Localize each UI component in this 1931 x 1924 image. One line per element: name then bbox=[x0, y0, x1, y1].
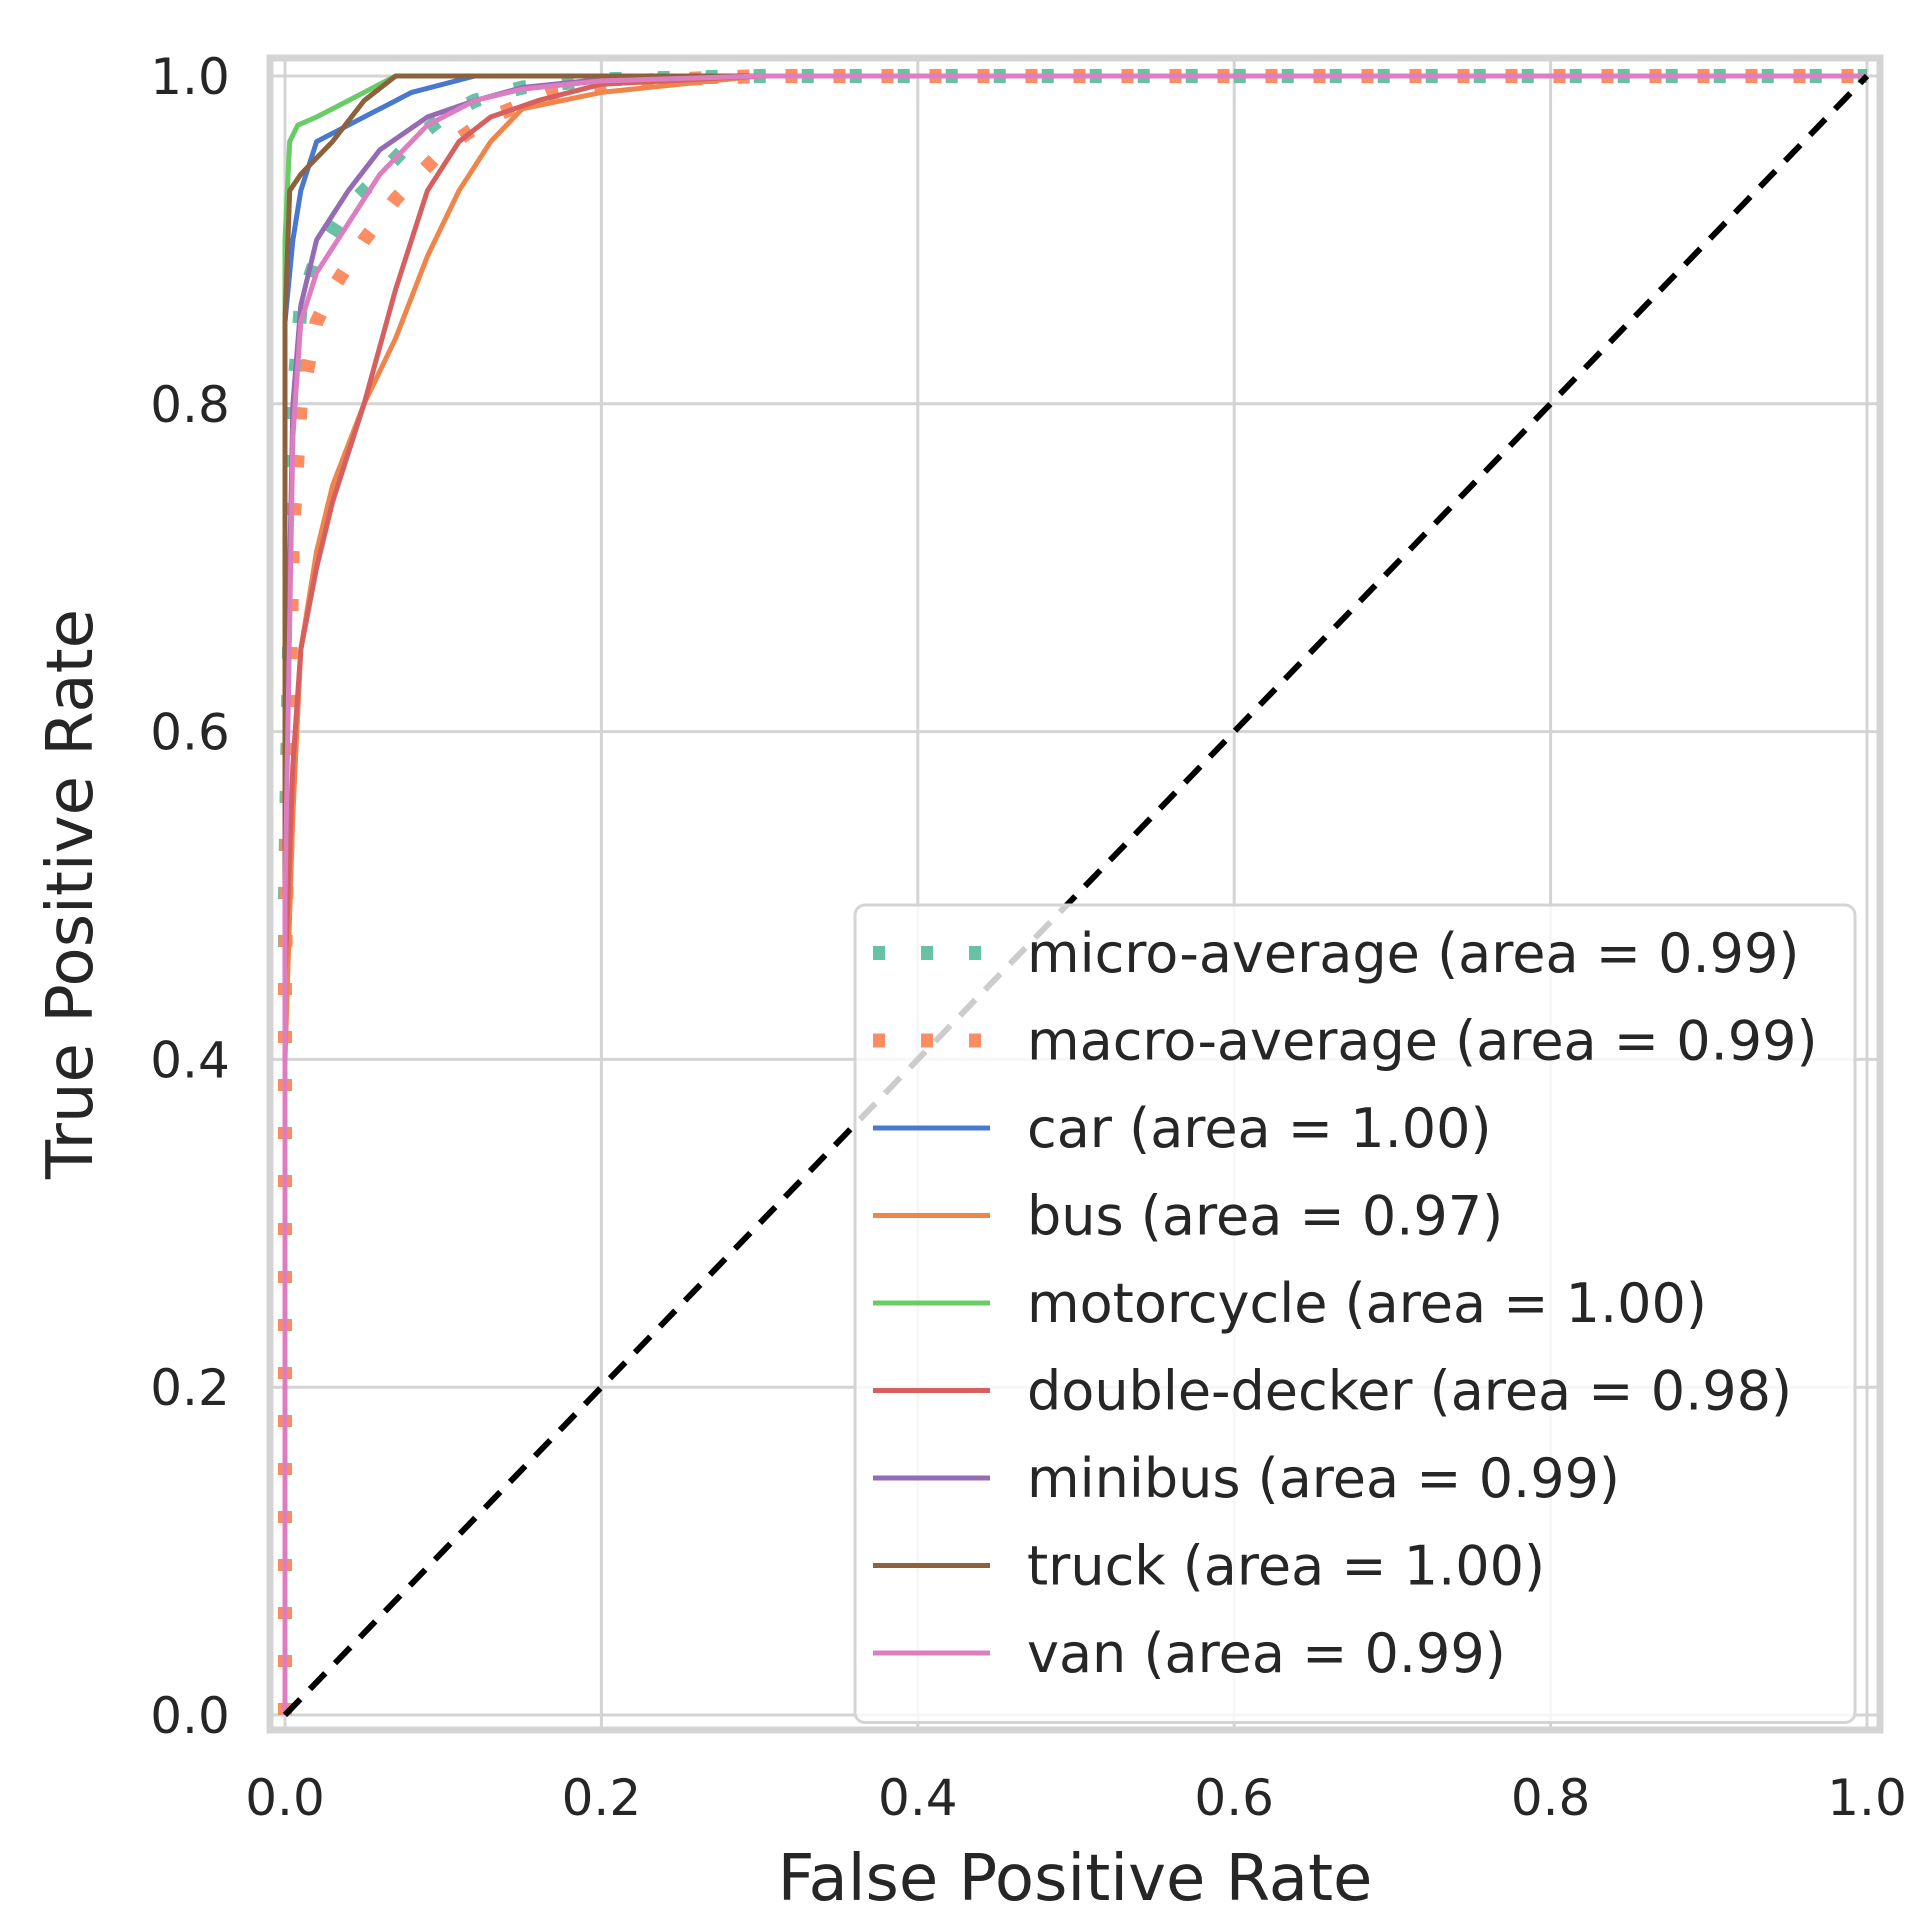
x-axis-label: False Positive Rate bbox=[778, 1842, 1373, 1916]
x-tick-label: 0.0 bbox=[245, 1769, 325, 1827]
x-tick-label: 0.6 bbox=[1194, 1769, 1274, 1827]
x-tick-label: 1.0 bbox=[1827, 1769, 1907, 1827]
y-tick-label: 0.2 bbox=[150, 1359, 230, 1417]
legend-label-truck: truck (area = 1.00) bbox=[1027, 1535, 1545, 1598]
legend-label-van: van (area = 0.99) bbox=[1027, 1622, 1506, 1685]
x-tick-label: 0.4 bbox=[878, 1769, 958, 1827]
legend-label-minibus: minibus (area = 0.99) bbox=[1027, 1447, 1620, 1510]
x-tick-label: 0.2 bbox=[562, 1769, 642, 1827]
y-tick-label: 0.8 bbox=[150, 376, 230, 434]
legend-label-macro-average: macro-average (area = 0.99) bbox=[1027, 1010, 1818, 1073]
series-layer bbox=[278, 69, 1870, 1718]
legend-label-double-decker: double-decker (area = 0.98) bbox=[1027, 1360, 1792, 1423]
x-axis-ticks: 0.0 0.2 0.4 0.6 0.8 1.0 bbox=[245, 1769, 1907, 1827]
legend: micro-average (area = 0.99) macro-average… bbox=[853, 903, 1857, 1724]
legend-label-car: car (area = 1.00) bbox=[1027, 1097, 1492, 1160]
y-tick-label: 0.0 bbox=[150, 1687, 230, 1745]
y-axis-label: True Positive Rate bbox=[34, 609, 108, 1180]
series-line-van bbox=[282, 73, 1867, 1715]
legend-label-motorcycle: motorcycle (area = 1.00) bbox=[1027, 1272, 1707, 1335]
legend-label-micro-average: micro-average (area = 0.99) bbox=[1027, 922, 1799, 985]
y-axis-ticks: 0.0 0.2 0.4 0.6 0.8 1.0 bbox=[150, 48, 230, 1745]
y-tick-label: 1.0 bbox=[150, 48, 230, 106]
series-line-macro-average bbox=[278, 69, 1867, 1715]
chance-diagonal-line bbox=[282, 73, 1870, 1718]
y-tick-label: 0.6 bbox=[150, 704, 230, 762]
series-line-double-decker bbox=[282, 73, 1867, 1715]
y-tick-label: 0.4 bbox=[150, 1031, 230, 1089]
legend-box bbox=[853, 903, 1857, 1724]
x-tick-label: 0.8 bbox=[1511, 1769, 1591, 1827]
series-line-truck bbox=[282, 73, 1867, 1715]
legend-label-bus: bus (area = 0.97) bbox=[1027, 1185, 1503, 1248]
